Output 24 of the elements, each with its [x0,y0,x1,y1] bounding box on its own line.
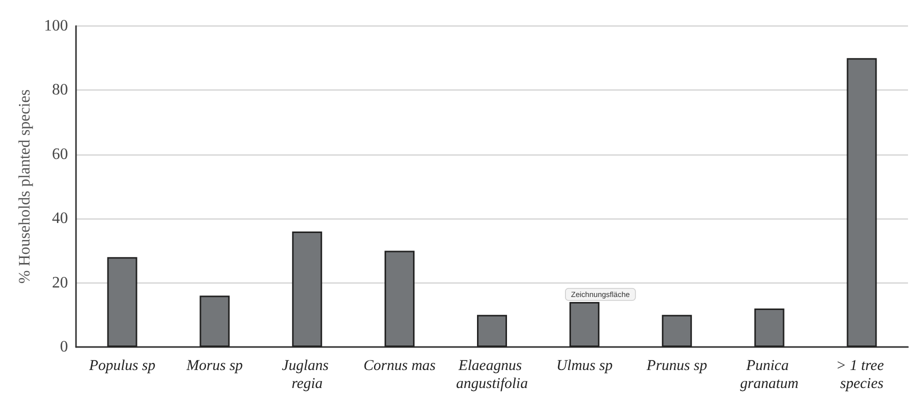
y-tick-label: 20 [52,274,68,292]
bar [384,250,415,347]
x-tick-label: Populus sp [88,358,156,374]
y-axis-title: % Households planted species [16,89,34,284]
bar [200,296,230,347]
bar [846,58,877,347]
y-tick-label: 100 [44,18,68,34]
y-tick-label: 80 [52,82,68,99]
x-tick-label: Punica granatum [740,358,799,392]
y-tick-label: 40 [52,210,68,228]
x-tick-label: Ulmus sp [556,358,614,374]
x-tick-label: Juglans regia [282,358,332,392]
x-tick-label: Elaeagnus angustifolia [456,358,528,392]
x-tick-label: Prunus sp [646,358,708,374]
bar [754,308,784,347]
bar [107,257,138,347]
bar [477,314,507,347]
bar [662,314,692,347]
y-tick-label: 0 [60,338,68,356]
x-tick-label: Cornus mas [364,358,436,374]
x-tick-label: Morus sp [186,358,244,374]
y-tick-label: 60 [52,146,68,163]
x-tick-label: > 1 tree species [836,358,888,392]
bar [292,231,322,347]
